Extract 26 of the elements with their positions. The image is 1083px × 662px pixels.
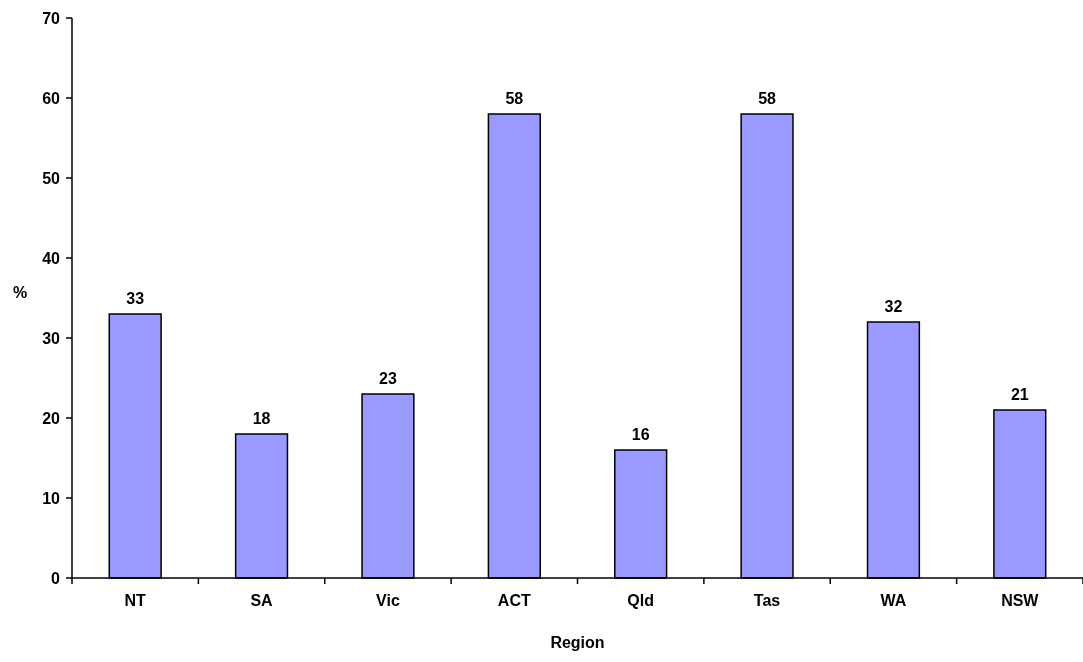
x-tick-label: Tas — [753, 592, 781, 609]
x-tick-label: ACT — [497, 592, 531, 609]
data-label: 23 — [379, 370, 397, 387]
data-label: 18 — [252, 410, 271, 427]
y-tick-label: 30 — [42, 329, 61, 347]
x-tick-label: Vic — [376, 592, 400, 609]
data-label: 21 — [1010, 386, 1029, 403]
data-label: 58 — [758, 90, 777, 107]
data-label: 33 — [126, 290, 145, 307]
y-tick-label: 10 — [42, 489, 61, 507]
x-tick-label: SA — [250, 592, 274, 609]
y-tick-label: 70 — [42, 9, 61, 27]
y-tick-label: 50 — [42, 169, 61, 187]
y-axis-title: % — [12, 284, 28, 301]
x-tick-label: Qld — [627, 592, 655, 609]
x-tick-label: WA — [880, 592, 907, 609]
data-label: 58 — [505, 90, 524, 107]
y-tick-label: 40 — [42, 249, 61, 267]
y-tick-label: 60 — [42, 89, 61, 107]
x-tick-label: NT — [124, 592, 147, 609]
x-axis-title: Region — [550, 634, 605, 651]
y-tick-label: 0 — [51, 569, 61, 587]
data-label: 16 — [631, 426, 650, 443]
data-label: 32 — [884, 298, 903, 315]
x-tick-label: NSW — [1001, 592, 1040, 609]
y-tick-label: 20 — [42, 409, 61, 427]
